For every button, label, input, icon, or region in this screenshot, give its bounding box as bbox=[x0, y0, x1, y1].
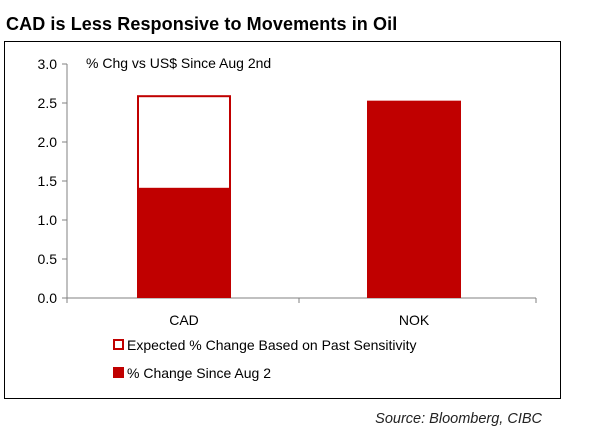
x-tick-label: NOK bbox=[399, 312, 430, 328]
chart-title: CAD is Less Responsive to Movements in O… bbox=[6, 14, 398, 34]
y-tick-label: 1.0 bbox=[38, 212, 58, 228]
y-tick-label: 3.0 bbox=[38, 56, 58, 72]
bar-cad-expected bbox=[137, 95, 231, 190]
y-tick-label: 1.5 bbox=[38, 173, 58, 189]
source-note: Source: Bloomberg, CIBC bbox=[375, 411, 542, 427]
bar-cad-actual bbox=[137, 188, 231, 298]
x-tick-label: CAD bbox=[169, 312, 199, 328]
y-tick-label: 0.5 bbox=[38, 251, 58, 267]
legend-label: % Change Since Aug 2 bbox=[127, 365, 271, 381]
bar-nok-actual bbox=[367, 100, 461, 298]
chart-annotation: % Chg vs US$ Since Aug 2nd bbox=[86, 55, 271, 71]
chart-frame bbox=[4, 41, 561, 399]
y-tick-label: 2.0 bbox=[38, 134, 58, 150]
y-tick-label: 0.0 bbox=[38, 290, 58, 306]
y-tick-label: 2.5 bbox=[38, 95, 58, 111]
legend-swatch-actual bbox=[113, 367, 124, 378]
legend-swatch-expected bbox=[113, 339, 124, 350]
legend-label: Expected % Change Based on Past Sensitiv… bbox=[127, 337, 417, 353]
